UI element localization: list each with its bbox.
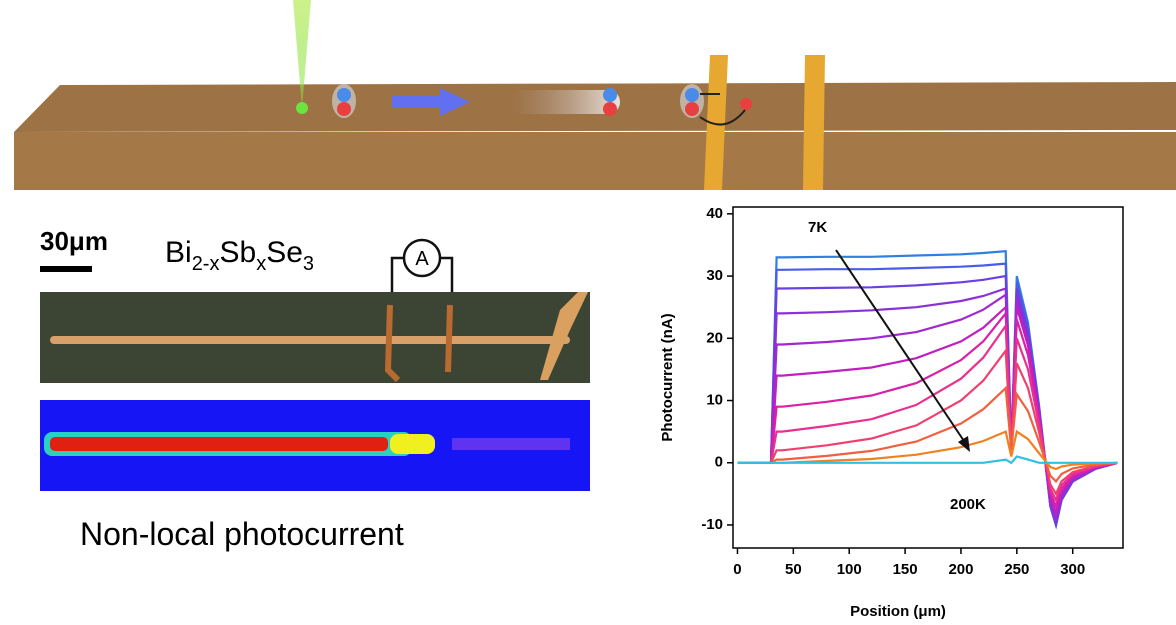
laser-spot xyxy=(296,102,308,114)
y-tick-label: 40 xyxy=(706,205,723,222)
y-tick-label: 30 xyxy=(706,267,723,284)
x-tick-label: 50 xyxy=(785,561,802,578)
caption: Non-local photocurrent xyxy=(80,516,404,552)
element: Bi xyxy=(165,236,192,269)
arrow-head xyxy=(958,436,970,452)
scale-bar xyxy=(40,266,92,272)
hole xyxy=(685,88,699,102)
subscript: 2-x xyxy=(192,253,220,275)
chart: -10 0 10 20 30 40 0 50 100 150 200 250 300 Position (… xyxy=(659,205,1123,620)
x-axis-label: Position (μm) xyxy=(850,603,946,620)
hole xyxy=(603,88,617,102)
annotation: 7K xyxy=(808,219,827,236)
x-tick-label: 200 xyxy=(948,561,973,578)
electron xyxy=(685,102,699,116)
hole xyxy=(337,88,351,102)
map-faint xyxy=(452,438,570,450)
illustration xyxy=(14,0,1176,190)
y-tick-label: 10 xyxy=(706,391,723,408)
map-hot xyxy=(390,434,435,454)
contact xyxy=(448,305,450,372)
series-line xyxy=(738,313,1118,506)
subscript: 3 xyxy=(303,253,314,275)
annotation: 200K xyxy=(950,496,986,513)
subscript: x xyxy=(256,253,266,275)
figure: 30μm Bi2-xSbxSe3 A Non-local photocurren… xyxy=(0,0,1176,625)
element: Se xyxy=(266,236,303,269)
series-line xyxy=(738,351,1118,494)
x-tick-label: 300 xyxy=(1060,561,1085,578)
electron xyxy=(740,98,752,110)
nanowire xyxy=(50,336,570,344)
electron xyxy=(337,102,351,116)
y-tick-label: 0 xyxy=(715,454,723,471)
x-tick-label: 0 xyxy=(733,561,741,578)
element: Sb xyxy=(219,236,256,269)
y-tick-label: 20 xyxy=(706,329,723,346)
map-core xyxy=(50,437,388,451)
ammeter-label: A xyxy=(415,248,429,270)
x-tick-label: 250 xyxy=(1004,561,1029,578)
y-tick-label: -10 xyxy=(701,516,723,533)
electrode xyxy=(803,55,825,190)
bar-front xyxy=(14,132,1176,190)
electron xyxy=(603,102,617,116)
formula: Bi2-xSbxSe3 xyxy=(165,236,314,275)
scale-label: 30μm xyxy=(40,226,108,256)
y-axis-label: Photocurrent (nA) xyxy=(659,313,676,441)
x-tick-label: 150 xyxy=(893,561,918,578)
x-tick-label: 100 xyxy=(837,561,862,578)
